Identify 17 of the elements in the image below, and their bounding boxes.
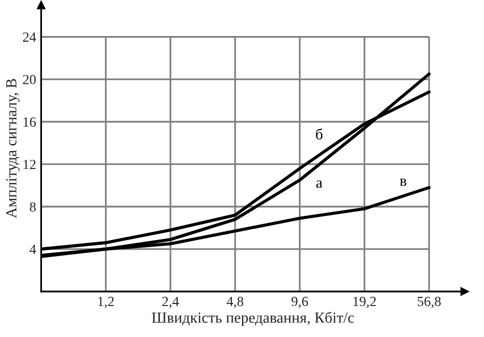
y-tick-label: 8	[30, 202, 36, 212]
series-label: а	[316, 180, 322, 188]
y-tick-label: 16	[24, 117, 36, 127]
series-label: б	[316, 128, 322, 140]
x-tick-label: 4,8	[226, 296, 244, 308]
x-tick-label: 1,2	[98, 296, 114, 308]
x-tick-label: 56,8	[418, 296, 441, 308]
y-tick-label: 12	[24, 160, 36, 170]
y-tick-label: 4	[30, 244, 36, 254]
x-axis-title: Швидкість передавання, Кбіт/с	[152, 312, 354, 326]
y-tick-label: 24	[23, 32, 36, 42]
series-label: в	[400, 178, 406, 186]
y-axis-title: Амплітуда сигналу, В	[6, 78, 20, 218]
x-tick-label: 9,6	[292, 296, 308, 308]
y-tick-label: 20	[23, 74, 36, 84]
x-tick-label: 2,4	[162, 296, 179, 308]
x-tick-label: 19,2	[353, 296, 376, 308]
